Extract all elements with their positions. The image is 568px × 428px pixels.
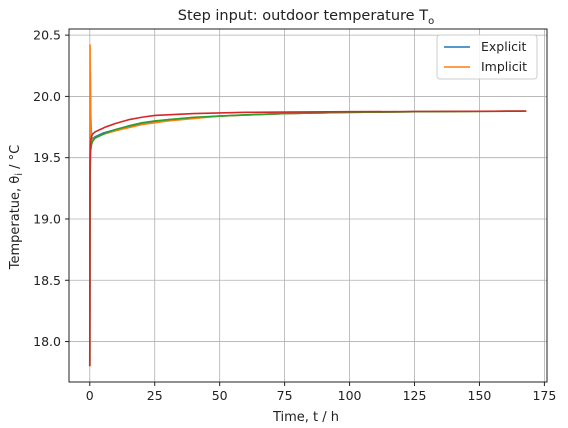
series-line-4 — [88, 110, 527, 367]
x-axis-title: Time, t / h — [272, 410, 339, 425]
y-tick-label: 18.0 — [33, 334, 61, 349]
plot-frame — [68, 28, 548, 383]
y-axis-title-subscript: i — [14, 173, 25, 176]
y-axis-title: Temperatue, θi / °C — [8, 145, 25, 271]
x-tick-label: 100 — [338, 388, 362, 403]
x-tick-label: 75 — [277, 388, 293, 403]
x-tick-label: 50 — [212, 388, 228, 403]
x-tick-label: 150 — [468, 388, 492, 403]
y-axis-title-main: Temperatue, θ — [8, 176, 23, 271]
y-tick-label: 18.5 — [33, 273, 61, 288]
y-tick-label: 20.5 — [33, 28, 61, 43]
y-tick-label: 19.0 — [33, 211, 61, 226]
x-tick-label: 25 — [147, 388, 163, 403]
y-tick-label: 19.5 — [33, 150, 61, 165]
x-tick-label: 125 — [403, 388, 427, 403]
y-axis-title-unit: / °C — [8, 145, 23, 173]
chart-title-subscript: o — [428, 16, 434, 27]
grid-lines — [69, 29, 547, 382]
legend-label-explicit: Explicit — [481, 39, 527, 54]
series-line-2 — [88, 44, 527, 367]
series-layer — [88, 44, 527, 367]
legend-label-implicit: Implicit — [481, 59, 527, 74]
x-tick-label: 0 — [86, 388, 94, 403]
x-tick-label: 175 — [532, 388, 556, 403]
legend: Explicit Implicit — [436, 34, 538, 80]
series-line-3 — [88, 110, 527, 367]
ticks: 0 25 50 75 100 125 150 175 18.0 18.5 19.0 19.5 20.0 2… — [33, 28, 556, 403]
y-tick-label: 20.0 — [33, 89, 61, 104]
legend-box — [436, 34, 538, 80]
chart-title-main: Step input: outdoor temperature T — [178, 8, 428, 24]
chart-title: Step input: outdoor temperature To — [178, 8, 434, 27]
